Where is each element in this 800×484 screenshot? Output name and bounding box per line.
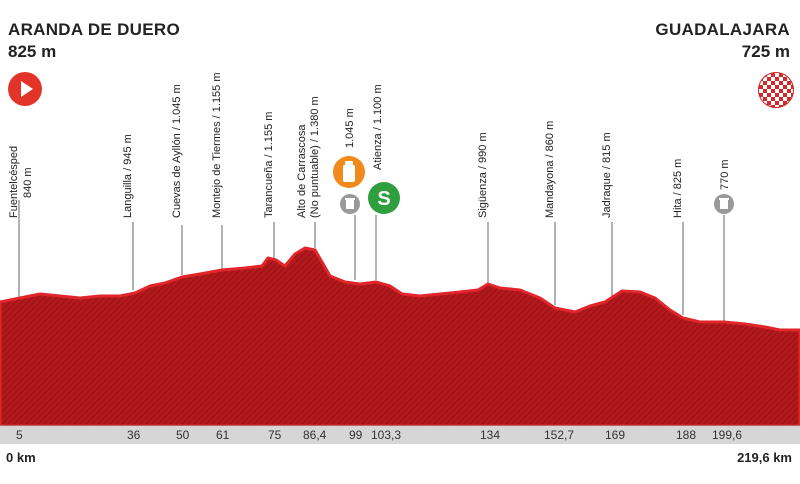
checkpoint-name: Atienza / 1.100 m xyxy=(372,84,384,170)
profile-area xyxy=(0,246,800,428)
km-marker: 86,4 xyxy=(303,428,327,442)
checkered-flag-icon xyxy=(758,72,794,108)
checkpoint-alt: (No puntuable) / 1.380 m xyxy=(309,96,321,218)
km-marker: 199,6 xyxy=(712,428,743,442)
km-marker: 188 xyxy=(676,428,697,442)
sprint-s-icon: S xyxy=(368,182,400,214)
km-marker: 50 xyxy=(176,428,190,442)
km-marker: 36 xyxy=(127,428,141,442)
checkpoint-name: Sigüenza / 990 m xyxy=(477,132,489,218)
checkpoint-name: 1.045 m xyxy=(344,108,356,148)
feed-bottle-icon xyxy=(333,156,365,188)
km-marker: 103,3 xyxy=(371,428,402,442)
km-marker: 169 xyxy=(605,428,626,442)
checkpoint-name: Tarancueña / 1.155 m xyxy=(263,112,275,218)
checkpoint-name: Fuentelcésped xyxy=(8,146,20,218)
waste-bin-icon xyxy=(340,194,360,214)
play-icon xyxy=(8,72,42,106)
start-altitude: 825 m xyxy=(8,42,57,61)
checkpoint-name: Cuevas de Ayllón / 1.045 m xyxy=(171,84,183,218)
checkpoint-guides xyxy=(18,200,725,322)
finish-city: GUADALAJARA xyxy=(655,20,790,39)
km-marker: 134 xyxy=(480,428,501,442)
km-marker: 75 xyxy=(268,428,282,442)
km-bar xyxy=(0,426,800,444)
checkpoint-name: Alto de Carrascosa xyxy=(296,124,308,218)
checkpoint-name: Montejo de Tiermes / 1.155 m xyxy=(211,72,223,218)
checkpoint-name: 770 m xyxy=(719,159,731,190)
checkpoint-name: Hita / 825 m xyxy=(672,159,684,218)
finish-altitude: 725 m xyxy=(741,42,790,61)
start-city: ARANDA DE DUERO xyxy=(8,20,180,39)
km-marker: 152,7 xyxy=(544,428,575,442)
distance-start: 0 km xyxy=(6,450,36,465)
checkpoint-name: Mandayona / 860 m xyxy=(544,121,556,218)
checkpoint-name: Languilla / 945 m xyxy=(122,134,134,218)
checkpoint-alt: 840 m xyxy=(22,167,34,198)
distance-total: 219,6 km xyxy=(737,450,792,465)
km-marker: 5 xyxy=(16,428,23,442)
km-marker: 61 xyxy=(216,428,230,442)
svg-text:S: S xyxy=(377,188,390,210)
checkpoint-name: Jadraque / 815 m xyxy=(601,132,613,218)
km-marker: 99 xyxy=(349,428,363,442)
waste-bin-icon xyxy=(714,194,734,214)
